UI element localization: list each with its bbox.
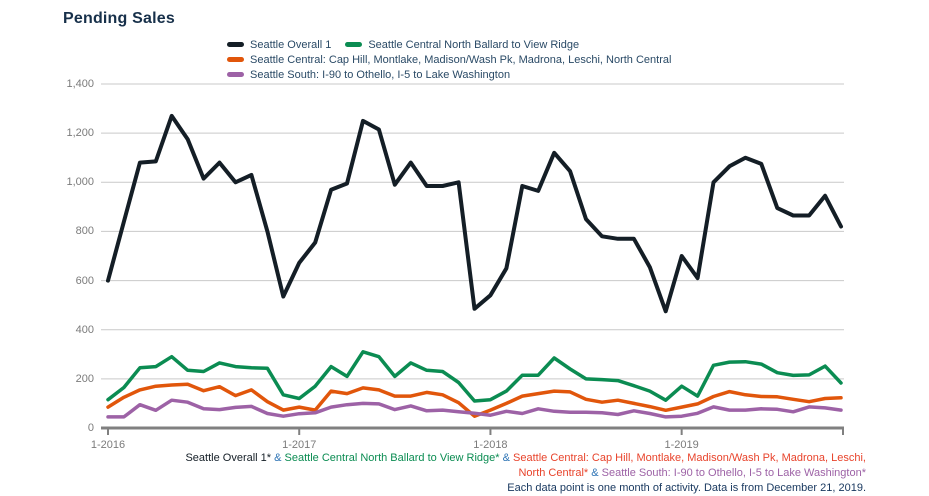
legend-label: Seattle Central: Cap Hill, Montlake, Mad… [250, 53, 672, 66]
footnote-segment: Seattle Central: Cap Hill, Montlake, Mad… [513, 452, 866, 464]
legend-entry: Seattle Central North Ballard to View Ri… [345, 39, 579, 51]
footnote-line: Each data point is one month of activity… [76, 481, 866, 496]
footnote-segment: & [588, 467, 602, 479]
legend-entry: Seattle Central: Cap Hill, Montlake, Mad… [227, 54, 671, 66]
footnote-segment: Seattle Overall 1* [185, 452, 272, 464]
footnote-segment: & [499, 452, 514, 464]
series-line [106, 398, 843, 419]
x-tick-label: 1-2017 [282, 439, 317, 451]
y-tick-label: 1,400 [66, 78, 94, 90]
y-tick-label: 200 [75, 372, 94, 385]
footnote-segment: Seattle Central North Ballard to View Ri… [284, 452, 500, 464]
page-title: Pending Sales [63, 10, 175, 27]
series-line [106, 382, 843, 418]
legend-label: Seattle Central North Ballard to View Ri… [368, 38, 580, 51]
footnote-segment: & [271, 452, 285, 464]
y-tick-label: 800 [75, 225, 94, 238]
legend-row: Seattle Overall 1 Seattle Central North B… [227, 37, 685, 52]
y-tick-label: 600 [75, 274, 94, 287]
legend-entry: Seattle South: I-90 to Othello, I-5 to L… [227, 69, 510, 81]
x-tick-label: 1-2019 [664, 439, 699, 451]
legend-swatch-icon [345, 42, 363, 47]
footnote-segment: Each data point is one month of activity… [507, 482, 866, 494]
legend-row: Seattle Central: Cap Hill, Montlake, Mad… [227, 52, 685, 67]
footnote-line: Seattle Overall 1* & Seattle Central Nor… [76, 451, 866, 466]
series-line [106, 113, 843, 314]
chart-legend: Seattle Overall 1 Seattle Central North B… [227, 37, 685, 82]
legend-label: Seattle Overall 1 [250, 38, 332, 51]
legend-swatch-icon [227, 57, 244, 62]
legend-label: Seattle South: I-90 to Othello, I-5 to L… [250, 68, 511, 81]
footnote-line: North Central* & Seattle South: I-90 to … [76, 466, 866, 481]
x-tick-label: 1-2018 [473, 439, 508, 451]
x-tick-label: 1-2016 [90, 439, 126, 451]
y-tick-label: 0 [87, 422, 94, 434]
legend-swatch-icon [227, 42, 244, 47]
series-line [106, 350, 843, 403]
y-tick-label: 1,200 [66, 127, 94, 140]
chart-footnote: Seattle Overall 1* & Seattle Central Nor… [76, 451, 866, 496]
legend-entry: Seattle Overall 1 [227, 39, 331, 51]
footnote-segment: North Central* [518, 467, 589, 479]
y-tick-label: 1,000 [66, 176, 94, 189]
y-tick-label: 400 [75, 323, 94, 336]
legend-row: Seattle South: I-90 to Othello, I-5 to L… [227, 67, 685, 82]
footnote-segment: Seattle South: I-90 to Othello, I-5 to L… [601, 467, 866, 479]
legend-swatch-icon [227, 72, 244, 77]
